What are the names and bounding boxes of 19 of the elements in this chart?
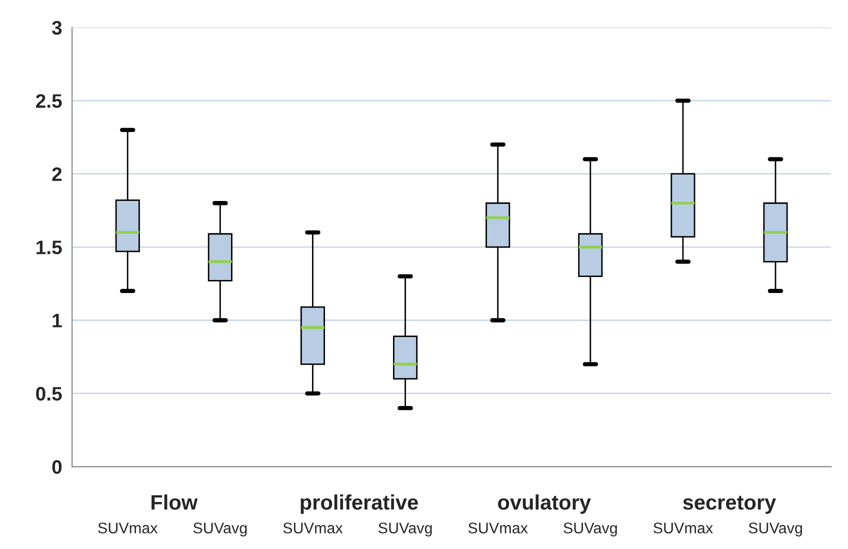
y-tick-label: 0.5 — [36, 386, 62, 401]
x-tick-label: SUVavg — [748, 522, 802, 536]
y-tick-label: 3 — [52, 20, 62, 35]
y-tick-label: 1 — [52, 314, 62, 328]
text: secretory — [683, 496, 776, 514]
text: ovulatory — [498, 494, 591, 514]
y-tick-label: 0 — [52, 460, 62, 474]
text: proliferative — [300, 494, 418, 514]
x-tick-label: SUVavg — [378, 522, 432, 536]
y-tick-label: 2 — [52, 167, 62, 181]
x-tick-label: SUVmax — [283, 522, 343, 534]
text: Flow — [152, 494, 198, 510]
x-tick-label: SUVmax — [654, 522, 713, 534]
x-tick-label: SUVmax — [98, 522, 158, 534]
x-tick-label: SUVavg — [193, 522, 247, 536]
x-tick-label: SUVavg — [564, 522, 617, 536]
x-tick-label: SUVmax — [468, 522, 528, 534]
y-tick-label: 1.5 — [36, 240, 62, 254]
y-tick-label: 2.5 — [36, 94, 62, 108]
